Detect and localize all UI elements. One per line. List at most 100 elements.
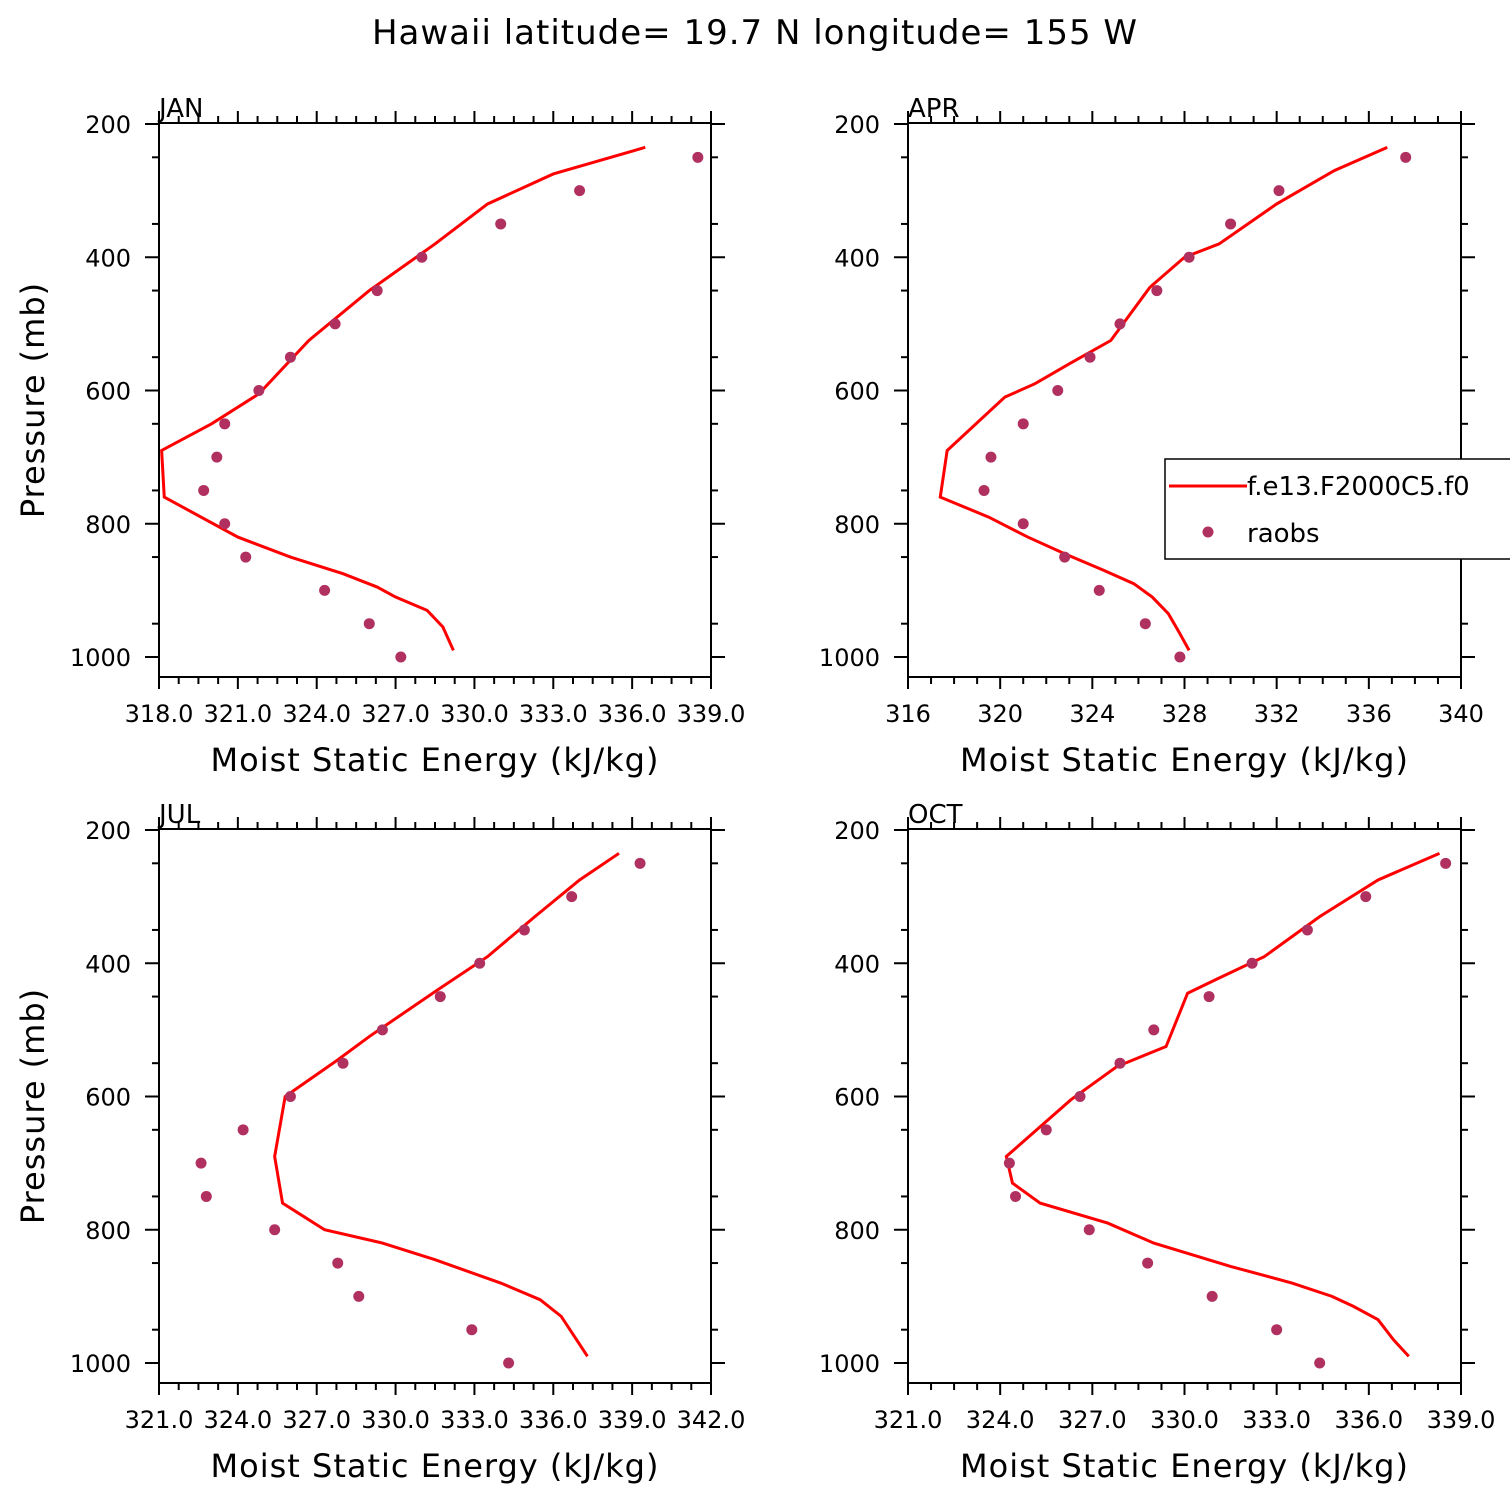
panel-jan: JAN 318.0 321.0 324.0 327.0 330.0 333.0 336.0 33…: [14, 94, 745, 779]
panel-apr: APR 316 320 324 328 332 336 340 200 400 600 800 1000…: [819, 94, 1484, 779]
obs-point: [978, 484, 990, 496]
x-tick-label: 318.0: [125, 700, 194, 728]
legend-obs-label: raobs: [1247, 519, 1320, 549]
x-tick-label: 342.0: [677, 1406, 746, 1434]
x-tick-label: 316: [885, 700, 931, 728]
legend-model-label: f.e13.F2000C5.f0: [1247, 472, 1470, 502]
obs-point: [1301, 924, 1313, 936]
x-tick-label: 321.0: [203, 700, 272, 728]
plot-frame: [158, 122, 712, 678]
x-tick-label: 330.0: [361, 1406, 430, 1434]
obs-point: [284, 1091, 296, 1102]
x-tick-label: 330.0: [1150, 1406, 1219, 1434]
x-tick-label: 333.0: [519, 700, 588, 728]
x-axis-label: Moist Static Energy (kJ/kg): [960, 741, 1409, 779]
y-tick-label: 400: [834, 244, 880, 272]
obs-point: [518, 924, 530, 936]
obs-point: [1040, 1124, 1052, 1136]
x-tick-label: 336.0: [1334, 1406, 1403, 1434]
obs-point: [1083, 1224, 1095, 1236]
obs-point: [474, 957, 486, 969]
obs-point: [1074, 1091, 1086, 1102]
x-tick-label: 339.0: [1427, 1406, 1496, 1434]
panel-title: JAN: [157, 94, 203, 124]
y-tick-label: 200: [834, 111, 880, 139]
obs-point: [1017, 418, 1029, 430]
model-series-line: [160, 145, 646, 651]
obs-point: [219, 418, 231, 430]
panel-title: APR: [908, 94, 960, 124]
x-tick-label: 336.0: [519, 1406, 588, 1434]
plot-frame: [907, 122, 1462, 678]
obs-point: [416, 251, 428, 263]
obs-point: [1174, 651, 1186, 663]
obs-point: [240, 551, 252, 563]
obs-point: [1440, 857, 1452, 869]
x-tick-label: 339.0: [598, 1406, 667, 1434]
x-tick-label: 327.0: [361, 700, 430, 728]
x-axis-label: Moist Static Energy (kJ/kg): [211, 741, 660, 779]
obs-point: [1142, 1257, 1154, 1269]
obs-point: [337, 1057, 349, 1069]
y-tick-label: 400: [85, 244, 131, 272]
obs-point: [1114, 1057, 1126, 1069]
obs-point: [503, 1357, 515, 1369]
x-tick-label: 320: [977, 700, 1023, 728]
obs-point: [1273, 185, 1285, 197]
obs-point: [574, 185, 586, 197]
x-tick-label: 336.0: [598, 700, 667, 728]
obs-point: [284, 351, 296, 363]
y-tick-label: 800: [85, 511, 131, 539]
obs-point: [1206, 1290, 1218, 1302]
obs-point: [376, 1024, 388, 1036]
x-tick-label: 330.0: [440, 700, 509, 728]
y-tick-label: 600: [834, 1084, 880, 1112]
obs-point: [1139, 618, 1151, 630]
x-tick-label: 324.0: [966, 1406, 1035, 1434]
x-tick-label: 324.0: [203, 1406, 272, 1434]
obs-point: [269, 1224, 281, 1236]
y-tick-label: 400: [85, 950, 131, 978]
obs-point: [353, 1290, 365, 1302]
obs-point: [211, 451, 223, 463]
x-tick-label: 321.0: [125, 1406, 194, 1434]
obs-point: [253, 385, 265, 396]
obs-point: [395, 651, 407, 663]
y-axis-label: Pressure (mb): [14, 988, 52, 1224]
obs-point: [363, 618, 375, 630]
obs-point: [1400, 151, 1412, 163]
y-tick-label: 1000: [819, 1350, 880, 1378]
obs-point: [237, 1124, 249, 1136]
obs-point: [371, 285, 383, 297]
obs-point: [1246, 957, 1258, 969]
obs-point: [1059, 551, 1071, 563]
y-tick-label: 200: [834, 817, 880, 845]
y-axis-label: Pressure (mb): [14, 282, 52, 518]
obs-point: [1151, 285, 1163, 297]
obs-point: [466, 1324, 478, 1336]
obs-point: [1010, 1190, 1022, 1202]
x-axis-label: Moist Static Energy (kJ/kg): [211, 1447, 660, 1485]
x-tick-label: 333.0: [440, 1406, 509, 1434]
obs-point: [434, 991, 446, 1003]
x-tick-label: 321.0: [874, 1406, 943, 1434]
x-axis-label: Moist Static Energy (kJ/kg): [960, 1447, 1409, 1485]
obs-point: [1203, 991, 1215, 1003]
obs-point: [332, 1257, 344, 1269]
y-tick-label: 1000: [70, 644, 131, 672]
obs-point: [566, 891, 578, 903]
x-tick-label: 340: [1438, 700, 1484, 728]
obs-point: [1183, 251, 1195, 263]
x-tick-label: 324.0: [282, 700, 351, 728]
obs-point: [198, 484, 210, 496]
obs-point: [1093, 584, 1105, 596]
y-tick-label: 800: [834, 1217, 880, 1245]
legend: f.e13.F2000C5.f0 raobs: [1164, 458, 1510, 560]
y-tick-label: 600: [834, 378, 880, 406]
y-tick-label: 1000: [70, 1350, 131, 1378]
model-series-line: [938, 145, 1388, 652]
model-series-line: [273, 852, 620, 1358]
obs-point: [1114, 318, 1126, 330]
